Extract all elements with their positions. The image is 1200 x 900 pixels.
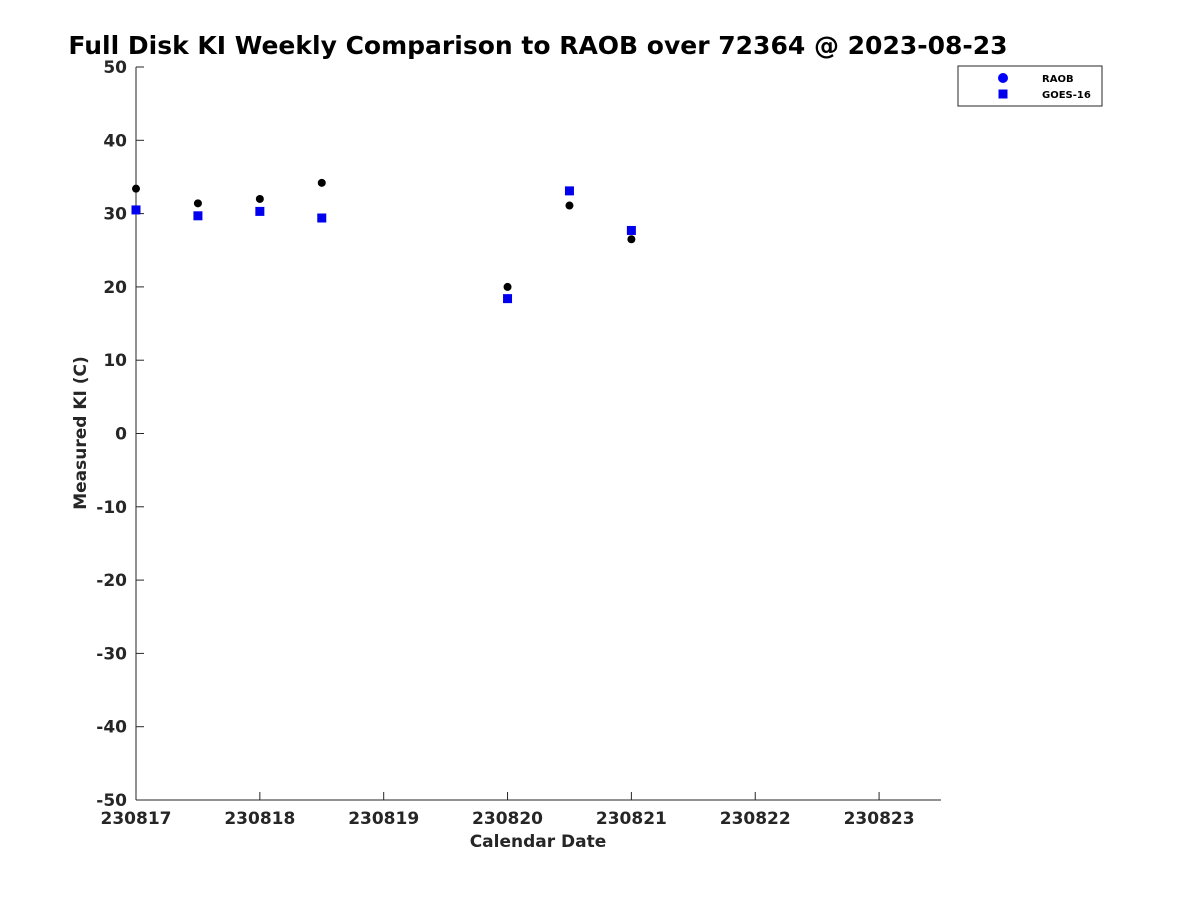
raob-point bbox=[132, 184, 140, 193]
x-axis-label: Calendar Date bbox=[470, 832, 607, 852]
y-tick-label: -10 bbox=[96, 498, 127, 518]
y-tick-label: 40 bbox=[103, 131, 127, 151]
axes bbox=[135, 67, 941, 801]
legend-goes-label: GOES-16 bbox=[1042, 90, 1091, 101]
y-ticks: 50 40 30 20 10 0 -10 -20 -30 -40 -50 bbox=[96, 58, 144, 811]
goes-16-point bbox=[255, 206, 265, 216]
x-tick-label: 230822 bbox=[720, 809, 791, 829]
x-tick-label: 230823 bbox=[844, 809, 915, 829]
y-tick-label: -40 bbox=[96, 718, 127, 738]
goes-16-point bbox=[193, 211, 203, 221]
raob-point bbox=[193, 199, 202, 208]
y-tick-label: -50 bbox=[96, 791, 127, 811]
y-tick-label: 30 bbox=[103, 205, 127, 225]
raob-point bbox=[503, 282, 512, 291]
legend-raob-label: RAOB bbox=[1042, 74, 1074, 85]
chart-title: Full Disk KI Weekly Comparison to RAOB o… bbox=[68, 31, 1007, 60]
raob-point bbox=[255, 194, 264, 203]
y-tick-label: 0 bbox=[115, 425, 127, 445]
legend-raob-marker bbox=[998, 73, 1008, 83]
y-tick-label: 20 bbox=[103, 278, 127, 298]
data-points bbox=[131, 178, 636, 304]
raob-point bbox=[627, 235, 636, 244]
y-tick-label: 50 bbox=[103, 58, 127, 78]
legend-goes-marker bbox=[998, 89, 1008, 99]
x-ticks: 230817 230818 230819 230820 230821 230822 2308… bbox=[101, 792, 915, 829]
legend-box bbox=[957, 65, 1103, 107]
y-tick-label: -30 bbox=[96, 644, 127, 664]
x-tick-label: 230817 bbox=[101, 809, 172, 829]
x-tick-label: 230821 bbox=[596, 809, 667, 829]
raob-point bbox=[317, 178, 326, 187]
y-tick-label: 10 bbox=[103, 351, 127, 371]
x-tick-label: 230818 bbox=[224, 809, 295, 829]
legend: RAOB GOES-16 bbox=[957, 65, 1103, 107]
goes-16-point bbox=[131, 205, 141, 215]
raob-point bbox=[565, 201, 574, 210]
y-tick-label: -20 bbox=[96, 571, 127, 591]
goes-16-point bbox=[317, 213, 327, 223]
goes-16-point bbox=[626, 225, 636, 235]
goes-16-point bbox=[503, 294, 513, 304]
x-tick-label: 230819 bbox=[348, 809, 419, 829]
x-tick-label: 230820 bbox=[472, 809, 543, 829]
y-axis-label: Measured KI (C) bbox=[71, 356, 91, 510]
goes-16-point bbox=[564, 186, 574, 196]
